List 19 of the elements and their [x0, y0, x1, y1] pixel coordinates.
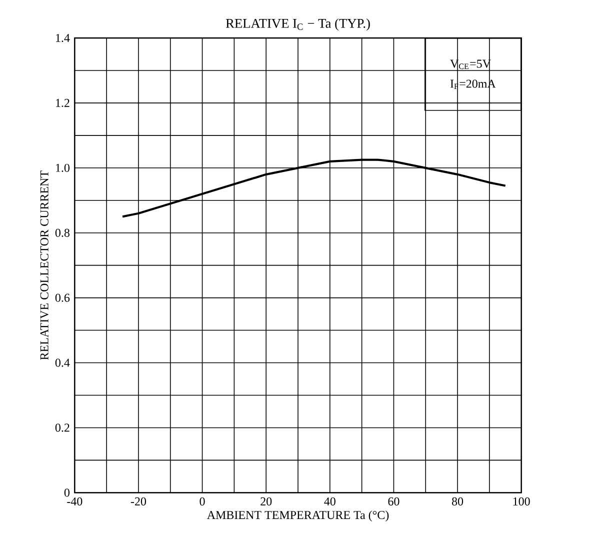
y-tick-label: 0.2	[55, 424, 70, 432]
x-tick-label: -20	[130, 497, 146, 506]
y-tick-label: 1.4	[56, 34, 70, 42]
y-tick-label: 0.8	[55, 228, 70, 237]
x-tick-label: 60	[388, 497, 400, 506]
x-axis-title: AMBIENT TEMPERATURE Ta (°C)	[206, 510, 389, 522]
x-tick-label: 20	[260, 497, 272, 506]
chart-title: RELATIVE I$_{C}$ − Ta (TYP.)	[226, 18, 370, 31]
y-tick-label: 0.4	[55, 358, 70, 367]
x-tick-label: 80	[452, 497, 464, 506]
y-tick-label: 1.0	[56, 164, 70, 172]
x-tick-label: 100	[513, 497, 530, 506]
x-tick-label: 40	[324, 497, 336, 506]
x-tick-label: -40	[67, 497, 82, 506]
y-tick-label: 0.6	[55, 294, 70, 302]
y-tick-label: 1.2	[56, 98, 70, 108]
x-tick-label: 0	[200, 497, 205, 506]
y-axis-title: RELATIVE COLLECTOR CURRENT	[40, 170, 48, 360]
y-tick-label: 0	[64, 488, 70, 497]
